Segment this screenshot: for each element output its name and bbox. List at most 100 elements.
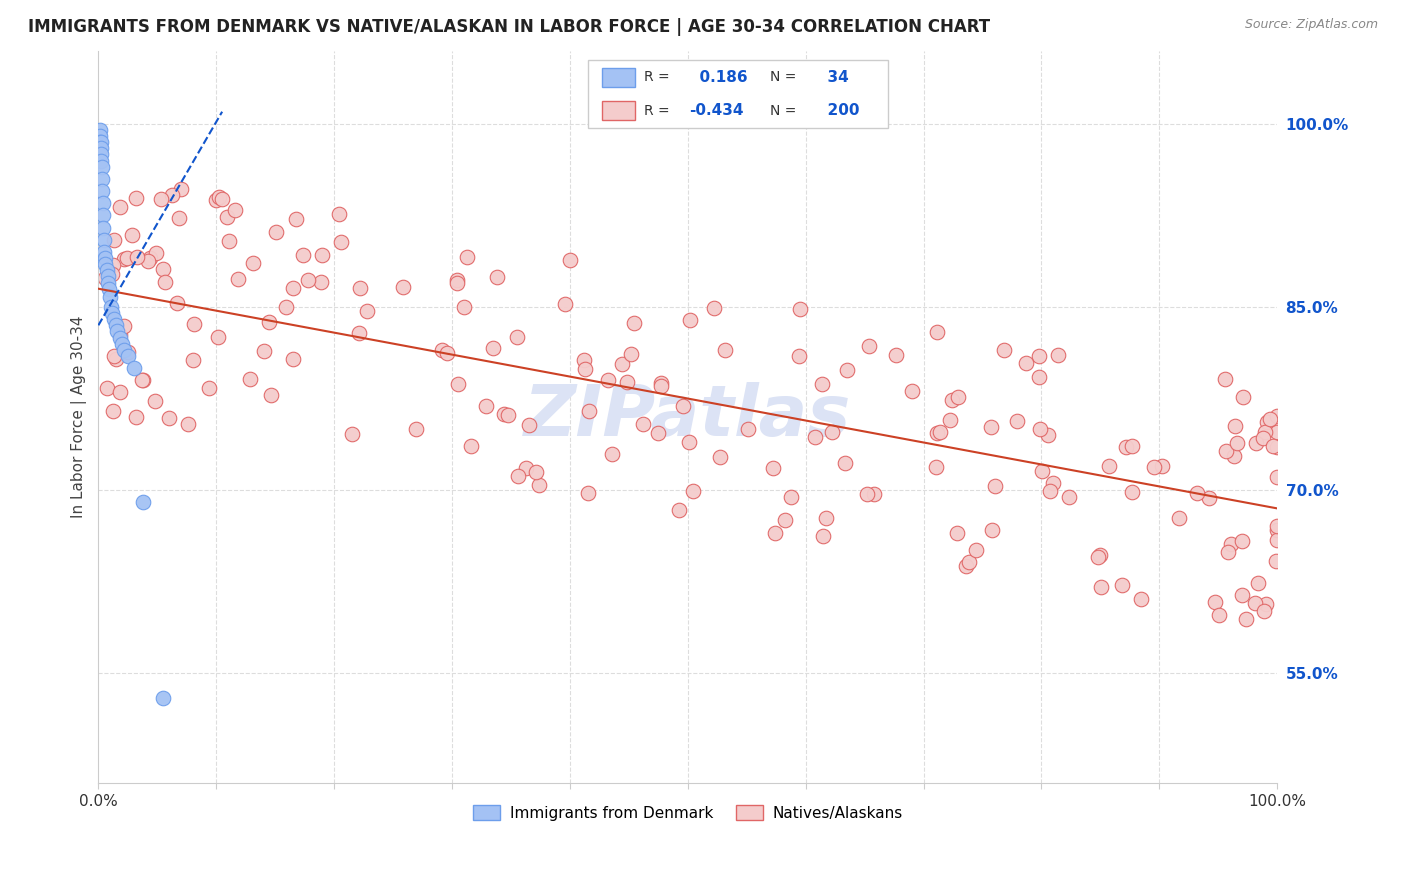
Point bbox=[204, 193, 226, 207]
Point bbox=[90, 171, 112, 186]
Point bbox=[554, 296, 576, 310]
Point bbox=[682, 483, 704, 498]
Point bbox=[1168, 511, 1191, 525]
Point bbox=[131, 373, 153, 387]
Point bbox=[90, 160, 112, 174]
Point bbox=[104, 352, 127, 367]
Point bbox=[138, 254, 160, 268]
Point bbox=[1185, 485, 1208, 500]
Point bbox=[927, 425, 949, 440]
Point bbox=[96, 381, 118, 395]
Point bbox=[1243, 596, 1265, 610]
Point bbox=[115, 251, 138, 265]
Point bbox=[1039, 483, 1062, 498]
Point bbox=[1143, 460, 1166, 475]
Point bbox=[993, 343, 1015, 357]
Point bbox=[211, 192, 233, 206]
Point bbox=[112, 252, 135, 266]
Point bbox=[1098, 458, 1121, 473]
Point bbox=[157, 411, 180, 425]
Point bbox=[526, 465, 548, 479]
Point bbox=[1265, 440, 1288, 454]
Point bbox=[1031, 464, 1053, 478]
Point bbox=[1244, 436, 1267, 450]
Point bbox=[257, 315, 280, 329]
Point bbox=[1251, 431, 1274, 445]
Point bbox=[349, 281, 371, 295]
Point bbox=[980, 419, 1002, 434]
Text: 0.186: 0.186 bbox=[689, 70, 748, 85]
Point bbox=[93, 233, 115, 247]
Point bbox=[177, 417, 200, 431]
Point bbox=[112, 318, 135, 333]
Point bbox=[1256, 597, 1278, 611]
Point bbox=[703, 301, 725, 316]
Point bbox=[623, 316, 645, 330]
Point bbox=[1111, 577, 1133, 591]
Point bbox=[804, 430, 827, 444]
Point bbox=[475, 399, 498, 413]
Point bbox=[108, 330, 131, 344]
Point bbox=[620, 347, 643, 361]
Point bbox=[517, 417, 540, 432]
Point bbox=[446, 276, 468, 290]
Point bbox=[1232, 533, 1254, 548]
Point bbox=[98, 290, 121, 304]
Point bbox=[834, 456, 856, 470]
Point bbox=[122, 361, 145, 376]
Point bbox=[125, 191, 148, 205]
Point bbox=[90, 135, 112, 149]
Point bbox=[1215, 443, 1237, 458]
Point bbox=[224, 202, 246, 217]
Text: ZIPatlas: ZIPatlas bbox=[524, 383, 852, 451]
Point bbox=[737, 422, 759, 436]
Point bbox=[150, 192, 173, 206]
Point bbox=[297, 273, 319, 287]
Point bbox=[983, 479, 1005, 493]
Point bbox=[508, 469, 530, 483]
Point bbox=[1258, 412, 1281, 426]
Point bbox=[311, 248, 333, 262]
Text: 34: 34 bbox=[817, 70, 849, 85]
Point bbox=[108, 201, 131, 215]
Point bbox=[650, 379, 672, 393]
Point bbox=[93, 245, 115, 260]
Point bbox=[97, 276, 120, 290]
Point bbox=[97, 269, 120, 284]
Point bbox=[90, 147, 112, 161]
Point bbox=[125, 251, 148, 265]
Point bbox=[167, 211, 190, 225]
Point bbox=[811, 529, 834, 543]
Point bbox=[226, 272, 249, 286]
Point bbox=[311, 276, 333, 290]
Point bbox=[330, 235, 353, 249]
Point bbox=[181, 352, 204, 367]
Point bbox=[773, 512, 796, 526]
Point bbox=[1115, 440, 1137, 454]
Point bbox=[108, 384, 131, 399]
Text: Source: ZipAtlas.com: Source: ZipAtlas.com bbox=[1244, 18, 1378, 31]
Point bbox=[112, 343, 135, 357]
Point bbox=[1005, 414, 1028, 428]
Point bbox=[328, 207, 350, 221]
Point bbox=[281, 281, 304, 295]
Point bbox=[1028, 422, 1050, 436]
Point bbox=[928, 425, 950, 440]
Point bbox=[1223, 449, 1246, 463]
Point bbox=[492, 408, 515, 422]
Point bbox=[1253, 604, 1275, 618]
Point bbox=[858, 338, 880, 352]
Point bbox=[103, 233, 125, 247]
Point bbox=[349, 326, 371, 340]
Point bbox=[810, 377, 832, 392]
Text: 200: 200 bbox=[817, 103, 860, 119]
Point bbox=[291, 247, 314, 261]
Point bbox=[496, 409, 519, 423]
Point bbox=[1225, 418, 1247, 433]
Point bbox=[198, 381, 221, 395]
Point bbox=[787, 349, 810, 363]
Point bbox=[91, 220, 114, 235]
Point bbox=[1121, 439, 1143, 453]
Point bbox=[436, 346, 458, 360]
Point bbox=[1015, 356, 1038, 370]
